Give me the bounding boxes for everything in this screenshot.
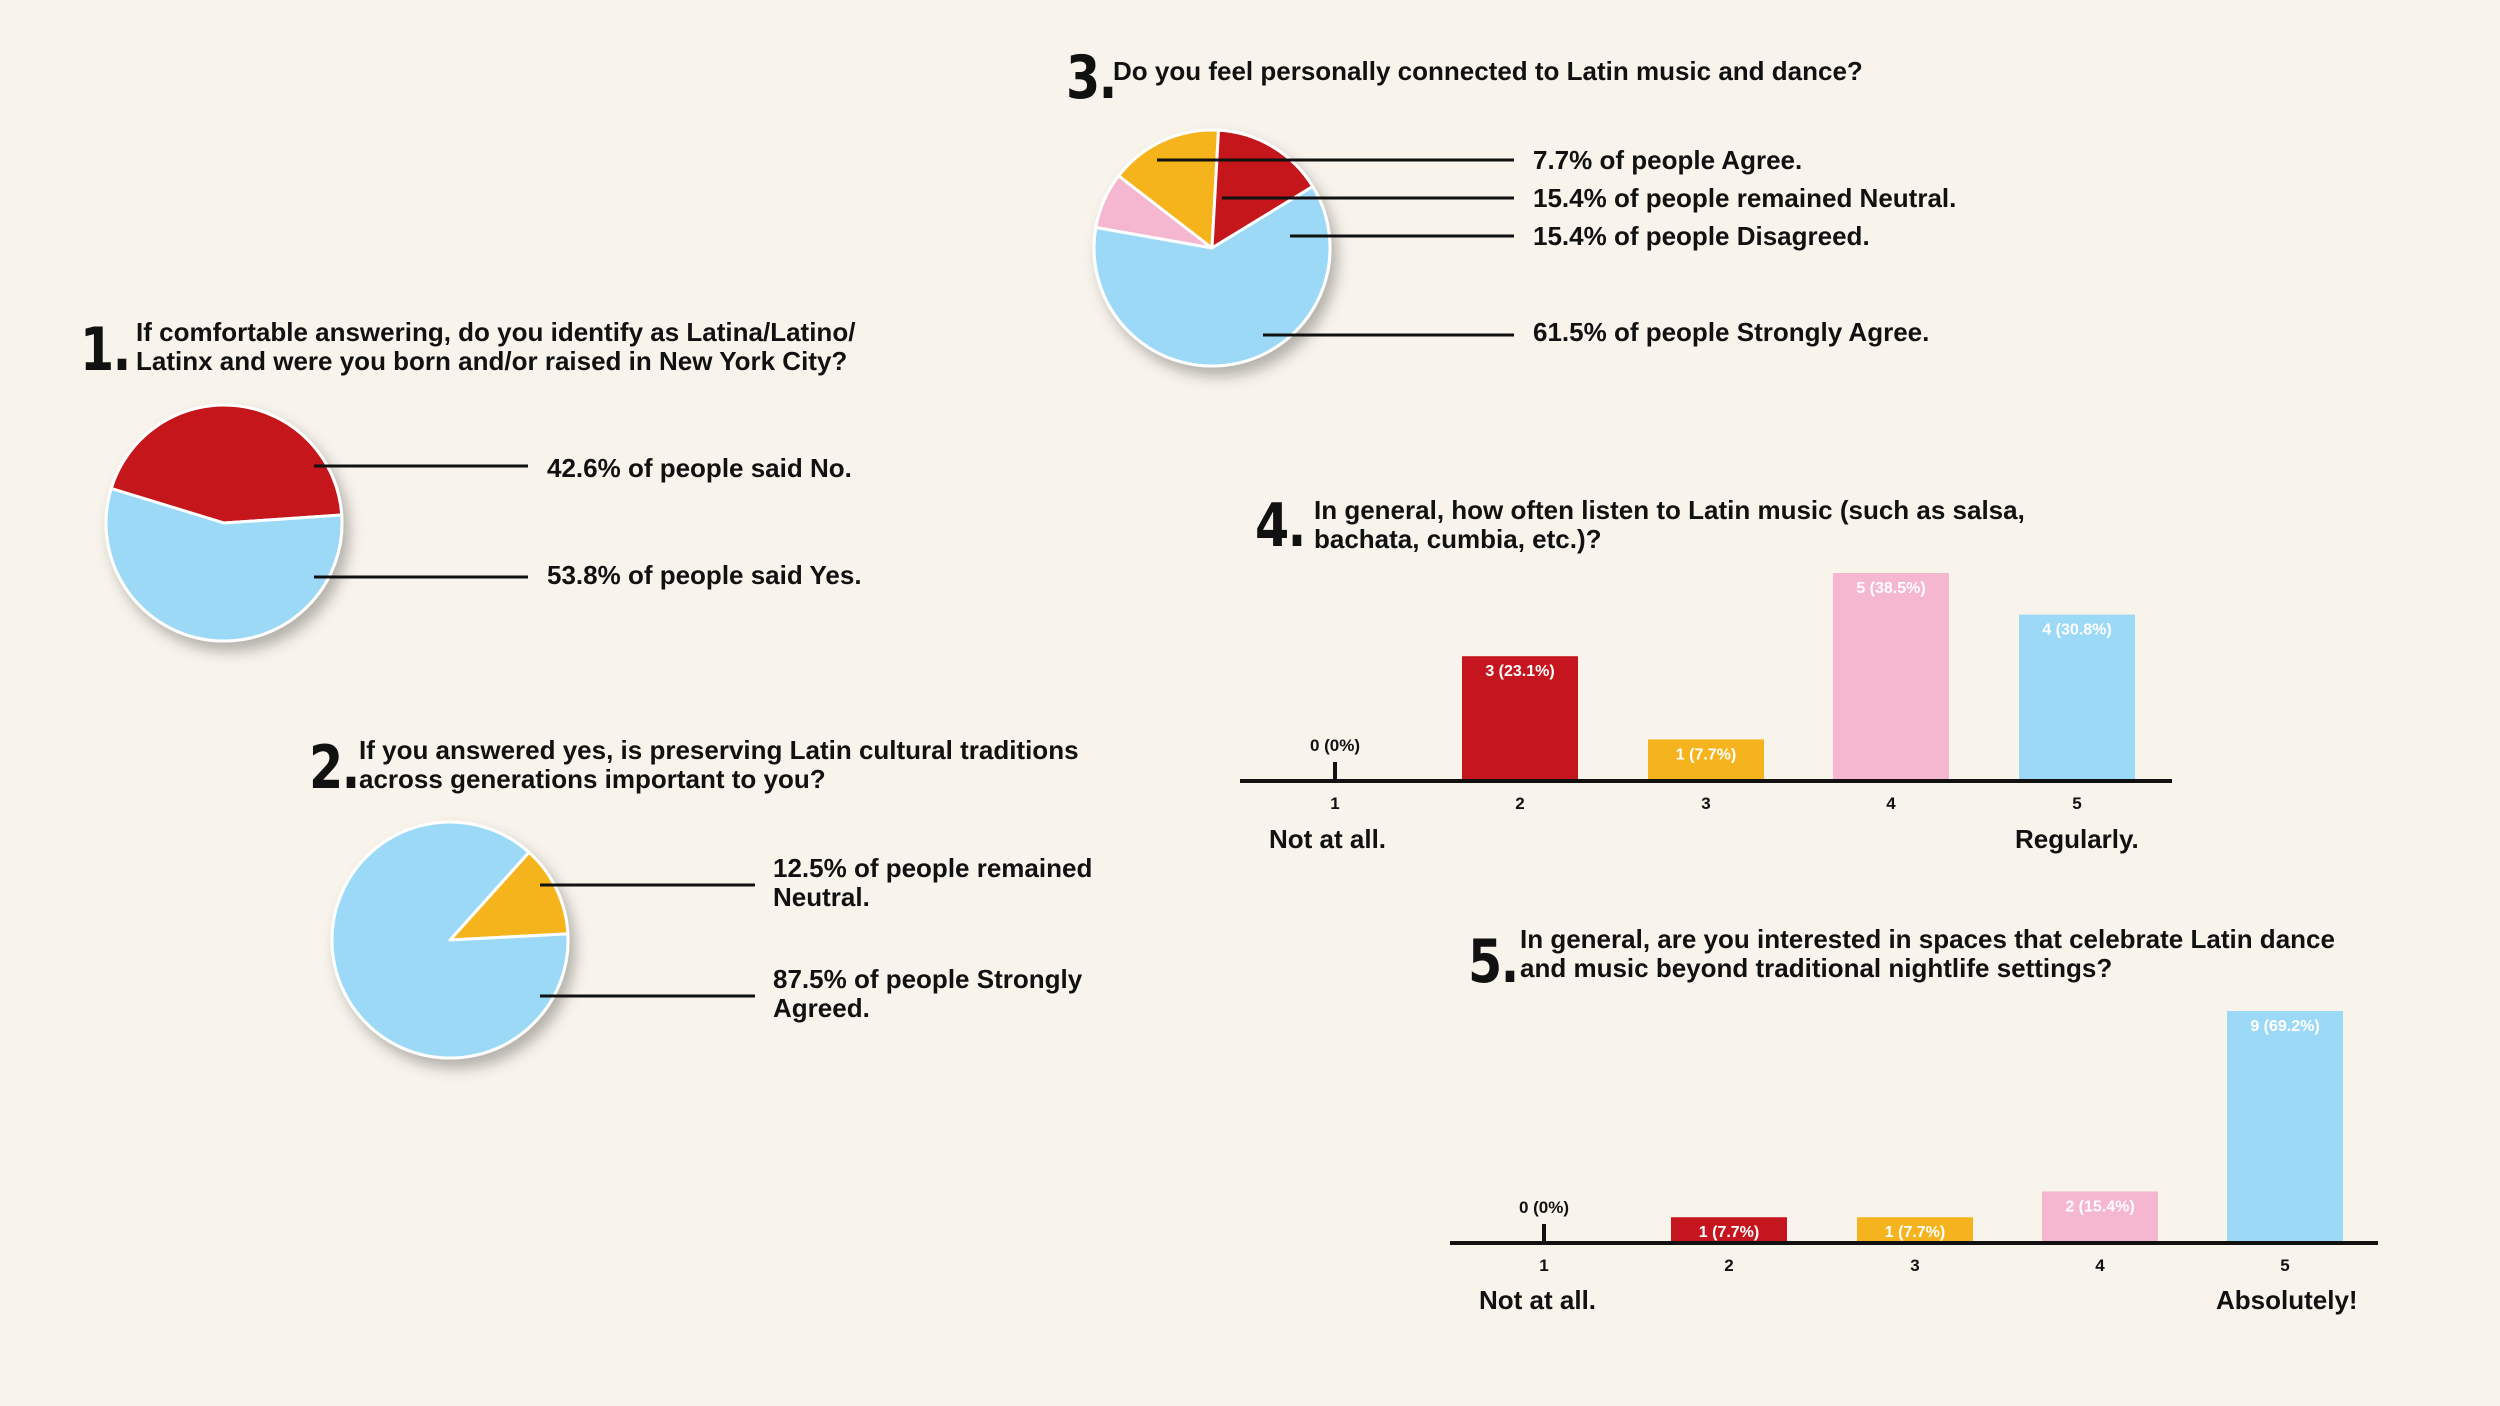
bar-5-bar-2 bbox=[1671, 1217, 1787, 1243]
question-1-text: If comfortable answering, do you identif… bbox=[136, 317, 856, 376]
bar-5-high-label: Absolutely! bbox=[2216, 1285, 2358, 1315]
bar-5-value-label-1: 0 (0%) bbox=[1519, 1198, 1569, 1217]
bar-4-low-label: Not at all. bbox=[1269, 824, 1387, 854]
pie-3-label-disagreed: 15.4% of people Disagreed. bbox=[1533, 221, 1870, 251]
question-1-number: 1. bbox=[80, 315, 131, 385]
pie-1-label-yes: 53.8% of people said Yes. bbox=[547, 560, 862, 590]
bar-5-tick-label-4: 4 bbox=[2095, 1256, 2105, 1275]
pie-1-slice-no bbox=[109, 403, 344, 525]
bar-5-bar-3 bbox=[1857, 1217, 1973, 1243]
bar-4-tick-label-4: 4 bbox=[1886, 794, 1896, 813]
pie-2-label-neutral: 12.5% of people remained Neutral. bbox=[773, 853, 1093, 912]
bar-5-tick-label-1: 1 bbox=[1539, 1256, 1548, 1275]
bar-4-tick-label-1: 1 bbox=[1330, 794, 1339, 813]
pie-3-label-agree: 7.7% of people Agree. bbox=[1533, 145, 1803, 175]
bar-4-value-label-5: 4 (30.8%) bbox=[2042, 622, 2111, 639]
bar-5-bar-4 bbox=[2042, 1191, 2158, 1243]
bar-5-tick-label-2: 2 bbox=[1724, 1256, 1733, 1275]
bar-5-tick-label-5: 5 bbox=[2280, 1256, 2289, 1275]
bar-4-tick-label-3: 3 bbox=[1701, 794, 1710, 813]
pie-1-slice-yes bbox=[104, 487, 344, 643]
pie-3-label-strongly-agree: 61.5% of people Strongly Agree. bbox=[1533, 317, 1930, 347]
bar-4-bar-2 bbox=[1462, 656, 1578, 781]
bar-4-bar-4 bbox=[1833, 573, 1949, 781]
bar-5-value-label-5: 9 (69.2%) bbox=[2250, 1018, 2319, 1035]
question-4-text: In general, how often listen to Latin mu… bbox=[1314, 495, 2025, 554]
bar-4-tick-label-5: 5 bbox=[2072, 794, 2081, 813]
bar-4-bar-5 bbox=[2019, 614, 2135, 781]
question-3-number: 3. bbox=[1066, 43, 1117, 113]
bar-4-bar-3 bbox=[1648, 739, 1764, 781]
question-2-number: 2. bbox=[309, 733, 360, 803]
question-2-text: If you answered yes, is preserving Latin… bbox=[359, 735, 1079, 794]
bar-5-tick-label-3: 3 bbox=[1910, 1256, 1919, 1275]
bar-4-high-label: Regularly. bbox=[2015, 824, 2139, 854]
pie-3-label-neutral: 15.4% of people remained Neutral. bbox=[1533, 183, 1957, 213]
pie-2-label-strongly-agreed: 87.5% of people Strongly Agreed. bbox=[773, 964, 1083, 1023]
question-5-text: In general, are you interested in spaces… bbox=[1520, 924, 2335, 983]
bar-5-bar-5 bbox=[2227, 1011, 2343, 1243]
question-4-number: 4. bbox=[1255, 491, 1306, 561]
question-3-text: Do you feel personally connected to Lati… bbox=[1113, 56, 1863, 86]
bar-4-value-label-4: 5 (38.5%) bbox=[1856, 580, 1925, 597]
pie-2-slices bbox=[330, 820, 570, 1060]
bar-5-low-label: Not at all. bbox=[1479, 1285, 1597, 1315]
bar-5-value-label-2: 1 (7.7%) bbox=[1699, 1224, 1759, 1241]
bar-4-value-label-3: 1 (7.7%) bbox=[1676, 746, 1736, 763]
pie-2-slice-strongly-agreed bbox=[330, 820, 570, 1060]
pie-2-slice-neutral bbox=[448, 850, 570, 942]
question-5-number: 5. bbox=[1468, 927, 1519, 997]
bar-4-tick-label-2: 2 bbox=[1515, 794, 1524, 813]
bar-5-value-label-3: 1 (7.7%) bbox=[1885, 1224, 1945, 1241]
bar-5-value-label-4: 2 (15.4%) bbox=[2065, 1198, 2134, 1215]
pie-1-label-no: 42.6% of people said No. bbox=[547, 453, 852, 483]
pie-3-slice-strongly-agree bbox=[1092, 185, 1332, 368]
bar-4-value-label-2: 3 (23.1%) bbox=[1485, 663, 1554, 680]
bar-4-value-label-1: 0 (0%) bbox=[1310, 736, 1360, 755]
pie-1-slices bbox=[104, 403, 344, 643]
